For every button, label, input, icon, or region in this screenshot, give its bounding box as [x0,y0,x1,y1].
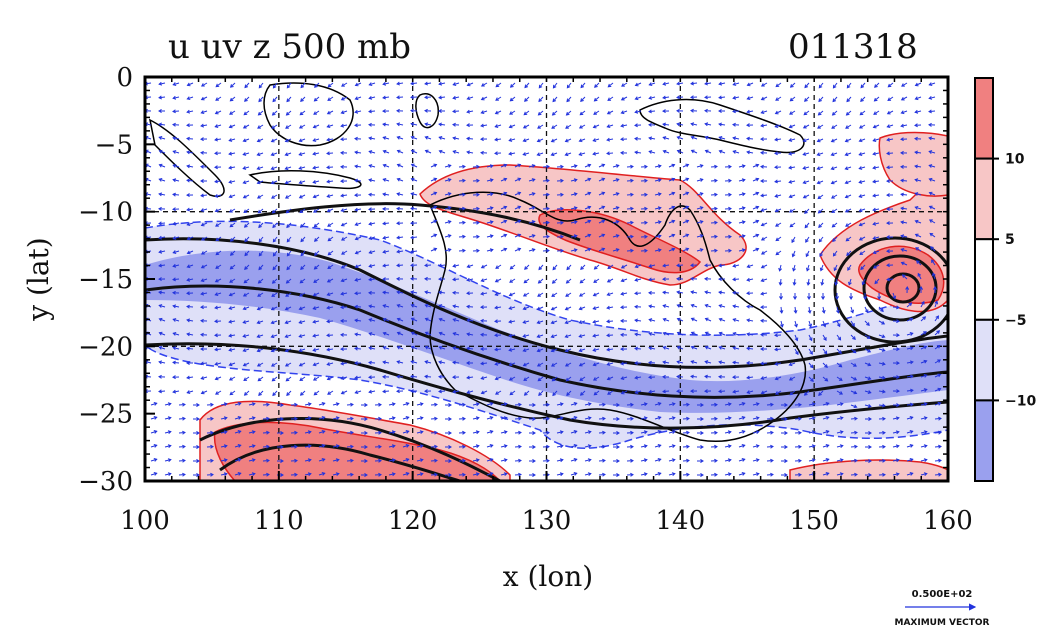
y-tick-label--10: −10 [78,198,133,228]
y-tick-label--15: −15 [78,265,133,295]
y-axis-label: y (lat) [22,237,55,321]
x-tick-label-100: 100 [120,506,170,536]
y-tick-label--25: −25 [78,400,133,430]
x-tick-label-150: 150 [789,506,839,536]
x-axis-label: x (lon) [503,560,593,593]
colorbar-label: 5 [1005,232,1015,248]
colorbar-bin [975,320,993,401]
colorbar-bin [975,78,993,159]
chart-title: u uv z 500 mb [168,27,411,67]
colorbar-bin [975,239,993,320]
x-tick-label-110: 110 [254,506,304,536]
chart-date: 011318 [788,27,918,67]
y-tick-label-0: 0 [116,63,133,93]
y-tick-label--5: −5 [95,130,133,160]
colorbar-bin [975,159,993,240]
colorbar-bin [975,400,993,481]
reference-vector: 0.500E+02 MAXIMUM VECTOR [894,589,989,628]
x-tick-label-160: 160 [923,506,973,536]
reference-vector-value: 0.500E+02 [912,589,973,600]
x-tick-label-140: 140 [656,506,706,536]
colorbar-label: 10 [1005,152,1025,168]
y-tick-label--30: −30 [78,467,133,497]
colorbar-label: −5 [1005,313,1026,329]
colorbar-label: −10 [1005,393,1036,409]
y-tick-label--20: −20 [78,332,133,362]
reference-vector-label: MAXIMUM VECTOR [894,618,989,628]
x-tick-label-120: 120 [388,506,438,536]
x-tick-label-130: 130 [522,506,572,536]
colorbar: 10 5 −5 −10 [975,78,1036,481]
